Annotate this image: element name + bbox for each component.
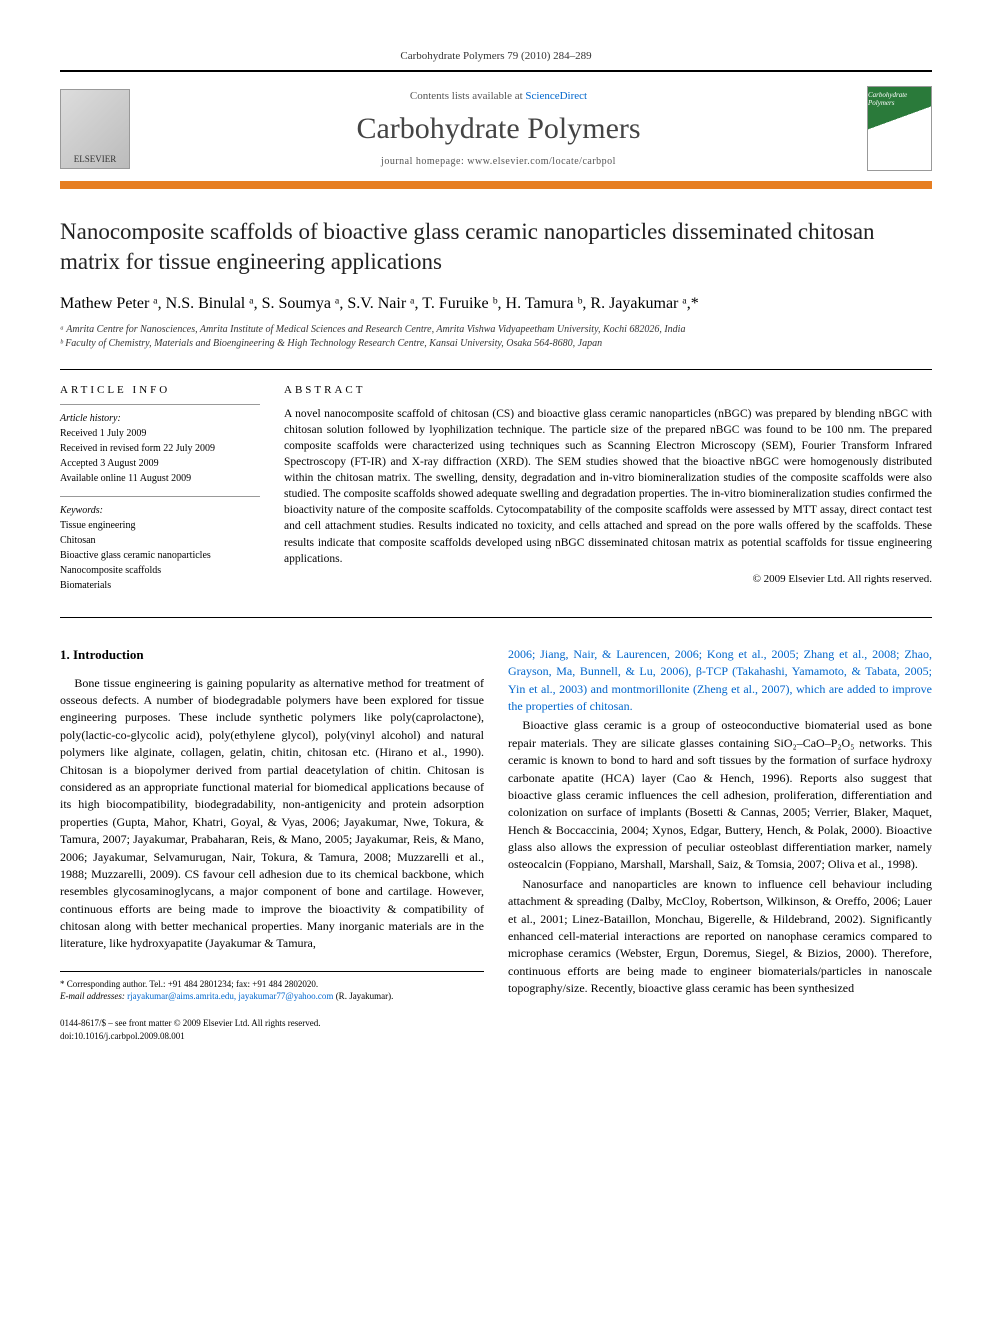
abstract-heading: ABSTRACT (284, 384, 932, 396)
abstract-column: ABSTRACT A novel nanocomposite scaffold … (284, 384, 932, 603)
abstract-text: A novel nanocomposite scaffold of chitos… (284, 406, 932, 567)
history-received: Received 1 July 2009 (60, 426, 260, 441)
article-history-label: Article history: (60, 411, 260, 426)
continuation-refs: 2006; Jiang, Nair, & Laurencen, 2006; Ko… (508, 647, 932, 713)
keyword: Chitosan (60, 533, 260, 548)
intro-para-right-3: Nanosurface and nanoparticles are known … (508, 876, 932, 998)
left-column: 1. Introduction Bone tissue engineering … (60, 646, 484, 1043)
journal-cover-thumb (867, 86, 932, 171)
email-author-name: (R. Jayakumar). (333, 991, 393, 1001)
keywords-label: Keywords: (60, 503, 260, 518)
homepage-label: journal homepage: (381, 156, 467, 167)
contents-line: Contents lists available at ScienceDirec… (130, 90, 867, 102)
abstract-copyright: © 2009 Elsevier Ltd. All rights reserved… (284, 573, 932, 585)
intro-para-right-1: 2006; Jiang, Nair, & Laurencen, 2006; Ko… (508, 646, 932, 716)
affiliation-a: ᵃ Amrita Centre for Nanosciences, Amrita… (60, 323, 932, 337)
intro-para-right-2: Bioactive glass ceramic is a group of os… (508, 717, 932, 874)
journal-name: Carbohydrate Polymers (130, 112, 867, 146)
corresponding-author-note: * Corresponding author. Tel.: +91 484 28… (60, 978, 484, 991)
article-info-column: ARTICLE INFO Article history: Received 1… (60, 384, 260, 603)
intro-para-left: Bone tissue engineering is gaining popul… (60, 675, 484, 953)
affiliation-b: ᵇ Faculty of Chemistry, Materials and Bi… (60, 337, 932, 351)
journal-citation: Carbohydrate Polymers 79 (2010) 284–289 (60, 50, 932, 62)
journal-homepage: journal homepage: www.elsevier.com/locat… (130, 156, 867, 167)
article-title: Nanocomposite scaffolds of bioactive gla… (60, 217, 932, 277)
footnotes: * Corresponding author. Tel.: +91 484 28… (60, 971, 484, 1003)
page-footer: 0144-8617/$ – see front matter © 2009 El… (60, 1017, 484, 1043)
keyword: Biomaterials (60, 578, 260, 593)
history-online: Available online 11 August 2009 (60, 471, 260, 486)
body-two-column: 1. Introduction Bone tissue engineering … (60, 646, 932, 1043)
homepage-url[interactable]: www.elsevier.com/locate/carbpol (467, 156, 616, 167)
section-1-heading: 1. Introduction (60, 646, 484, 665)
authors-list: Mathew Peter ᵃ, N.S. Binulal ᵃ, S. Soumy… (60, 295, 932, 313)
sciencedirect-link[interactable]: ScienceDirect (525, 90, 587, 102)
author-emails[interactable]: rjayakumar@aims.amrita.edu, jayakumar77@… (127, 991, 333, 1001)
keyword: Nanocomposite scaffolds (60, 563, 260, 578)
keyword: Tissue engineering (60, 518, 260, 533)
journal-banner: ELSEVIER Contents lists available at Sci… (60, 70, 932, 183)
contents-text: Contents lists available at (410, 90, 525, 102)
affiliations: ᵃ Amrita Centre for Nanosciences, Amrita… (60, 323, 932, 351)
publisher-logo: ELSEVIER (60, 89, 130, 169)
history-revised: Received in revised form 22 July 2009 (60, 441, 260, 456)
history-accepted: Accepted 3 August 2009 (60, 456, 260, 471)
orange-divider (60, 183, 932, 189)
article-info-heading: ARTICLE INFO (60, 384, 260, 396)
email-label: E-mail addresses: (60, 991, 127, 1001)
right-column: 2006; Jiang, Nair, & Laurencen, 2006; Ko… (508, 646, 932, 1043)
keyword: Bioactive glass ceramic nanoparticles (60, 548, 260, 563)
doi-line: doi:10.1016/j.carbpol.2009.08.001 (60, 1030, 484, 1043)
issn-line: 0144-8617/$ – see front matter © 2009 El… (60, 1017, 484, 1030)
